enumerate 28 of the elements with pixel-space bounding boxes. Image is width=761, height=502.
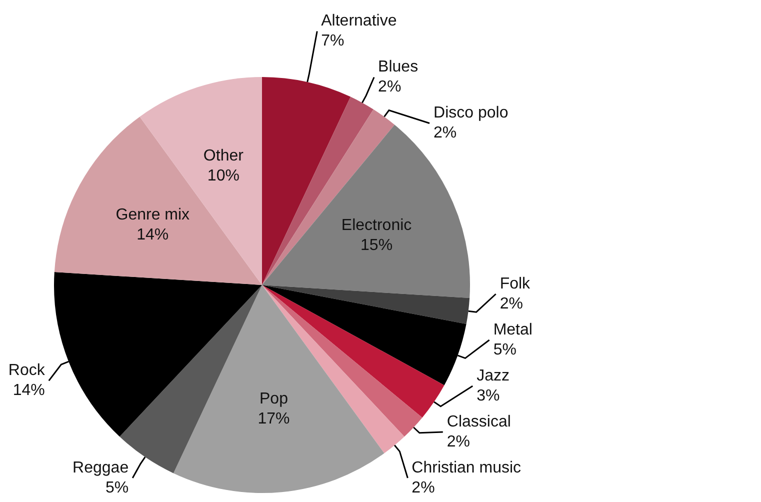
data-label: 2%	[500, 295, 523, 312]
slice-label: Pop	[260, 390, 288, 408]
slice-label: Jazz	[476, 367, 510, 384]
slice-label: Other	[203, 148, 244, 165]
slice-label: Blues	[378, 58, 418, 76]
data-label: 17%	[258, 410, 290, 428]
data-label: 5%	[493, 341, 516, 358]
slice-label: Metal	[493, 321, 532, 338]
slice-label: Genre mix	[116, 206, 190, 224]
data-label: 2%	[378, 78, 402, 96]
slice-label: Christian music	[412, 459, 522, 476]
data-label: 2%	[446, 433, 470, 450]
slice-label: Electronic	[341, 216, 412, 234]
data-label: 2%	[412, 479, 435, 496]
data-label: 14%	[136, 226, 169, 244]
data-label: 5%	[105, 479, 129, 496]
data-label: 3%	[476, 387, 500, 404]
data-label: 10%	[207, 168, 240, 185]
data-label: 2%	[434, 124, 457, 142]
slice-label: Rock	[8, 362, 46, 380]
slice-label: Classical	[446, 413, 511, 430]
slice-label: Disco polo	[434, 104, 508, 122]
slice-label: Alternative	[321, 12, 397, 30]
slice-label: Folk	[500, 275, 532, 292]
data-label: 14%	[12, 382, 45, 400]
data-label: 15%	[360, 236, 393, 254]
slice-label: Reggae	[72, 459, 129, 476]
data-label: 7%	[321, 32, 344, 50]
